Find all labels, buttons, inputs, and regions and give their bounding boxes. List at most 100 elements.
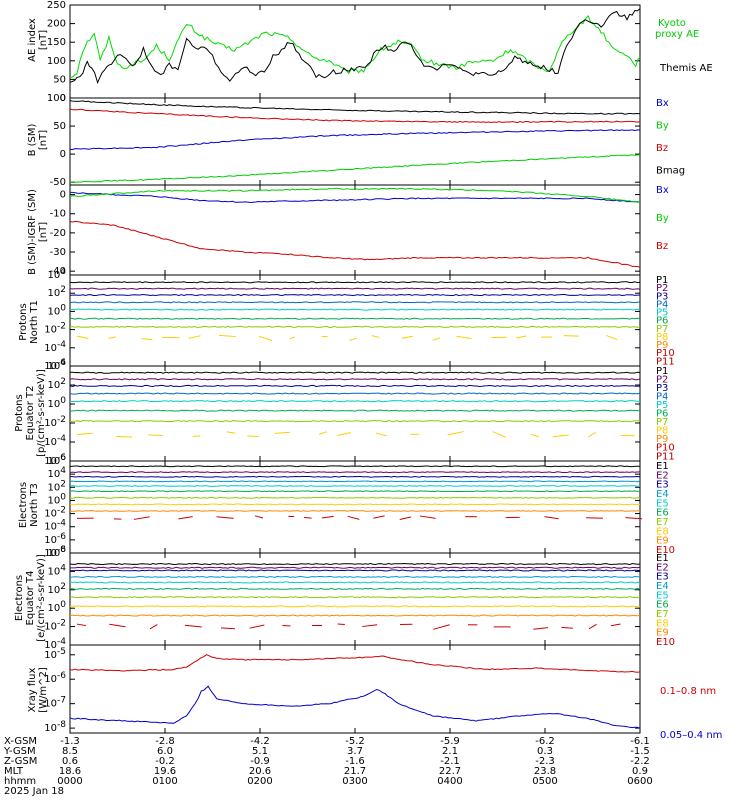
- ytick-label: 106: [48, 453, 67, 467]
- series-line-p7: [69, 325, 641, 328]
- series-segment-e10: [149, 624, 158, 630]
- ytick-label: 104: [48, 563, 67, 577]
- legend-p2: P2: [656, 375, 668, 386]
- row-label-mlt: MLT: [4, 766, 24, 777]
- ytick-label: 10-2: [44, 415, 66, 429]
- legend-p1: P1: [656, 366, 668, 377]
- panel-frame-1: [69, 97, 641, 186]
- ytick-label: 100: [47, 93, 66, 104]
- series-segment-e10: [625, 517, 643, 520]
- panel-5: 10610410210010-210-410-610-8E1E2E3E4E5E6…: [44, 453, 675, 559]
- ytick-label: 0: [60, 190, 66, 201]
- legend-p8: P8: [656, 426, 668, 437]
- series-segment-e10: [133, 516, 150, 520]
- x-axis-value: 0600: [627, 776, 652, 787]
- ytick-label: 50: [53, 121, 66, 132]
- series-segment-p8: [188, 335, 201, 340]
- legend-e2: E2: [656, 470, 669, 481]
- series-segment-e10: [419, 515, 436, 519]
- legend-p7: P7: [656, 417, 668, 428]
- series-segment-e10: [109, 623, 126, 628]
- series-segment-e10: [178, 516, 193, 520]
- series-line-kyoto-proxy-ae: [69, 14, 641, 79]
- legend-e2: E2: [656, 562, 669, 573]
- series-segment-p8: [108, 336, 116, 339]
- x-axis-value: -2.8: [155, 736, 175, 747]
- series-segment-e10: [588, 623, 597, 630]
- legend-p6: P6: [656, 409, 668, 420]
- series-segment-e10: [76, 623, 86, 627]
- x-axis-value: -5.9: [440, 736, 460, 747]
- series-segment-e10: [347, 515, 360, 520]
- series-line-e2: [70, 566, 641, 569]
- series-segment-p8: [588, 431, 597, 438]
- ytick-label: 100: [47, 56, 66, 67]
- legend-e4: E4: [656, 581, 669, 592]
- series-line-by: [69, 154, 641, 183]
- series-line-bz: [69, 220, 641, 268]
- series-line-bx: [70, 191, 641, 204]
- series-segment-p8: [76, 432, 93, 436]
- legend-p4: P4: [656, 392, 668, 403]
- series-line-bz: [69, 108, 641, 124]
- ytick-label: 10-2: [44, 619, 66, 633]
- ytick-label: -10: [50, 209, 66, 220]
- row-label-date: 2025 Jan 18: [4, 786, 64, 797]
- ae-ylabel-2: [nT]: [38, 30, 49, 50]
- legend-p9: P9: [656, 434, 668, 445]
- series-line-e4: [69, 480, 641, 483]
- panel-6: 10610410210010-210-4E1E2E3E4E5E6E7E8E9E1…: [44, 545, 675, 651]
- series-line-p6: [69, 317, 641, 320]
- legend-e7: E7: [656, 609, 669, 620]
- x-axis-value: 3.7: [347, 746, 363, 757]
- bsm-ylabel-2: [nT]: [38, 130, 49, 150]
- ytick-label: 250: [47, 0, 66, 11]
- legend-e1: E1: [656, 553, 669, 564]
- series-segment-p8: [530, 433, 540, 438]
- x-axis-value: -5.2: [345, 736, 365, 747]
- series-line-e3: [69, 475, 641, 478]
- series-segment-p8: [606, 334, 618, 341]
- legend-p10: P10: [656, 443, 675, 454]
- legend-e1: E1: [656, 461, 669, 472]
- pe-ylabel-2: Equator T2: [25, 386, 36, 441]
- series-segment-p8: [247, 435, 259, 437]
- series-segment-e10: [254, 515, 264, 519]
- row-label-zgsm: Z-GSM: [4, 756, 37, 767]
- legend-e7: E7: [656, 517, 669, 528]
- series-segment-e10: [303, 516, 312, 519]
- series-line-e8: [69, 605, 641, 608]
- series-segment-e10: [544, 516, 559, 520]
- ytick-label: 102: [48, 582, 66, 596]
- legend-p3: P3: [656, 383, 668, 394]
- series-line-by: [69, 187, 640, 203]
- panel-1: -50 0 50 100 Bx By Bz Bmag: [47, 93, 685, 188]
- ytick-label: 10-5: [44, 647, 66, 661]
- ytick-label: 10-2: [44, 322, 66, 336]
- ytick-label: 150: [47, 37, 66, 48]
- series-segment-e10: [433, 624, 450, 630]
- series-segment-e10: [362, 624, 378, 628]
- legend-e6: E6: [656, 600, 669, 611]
- legend-e8: E8: [656, 618, 669, 629]
- legend-p8: P8: [656, 332, 668, 343]
- x-axis-value: 20.6: [249, 766, 271, 777]
- xray-legend-long: 0.1–0.8 nm: [660, 686, 716, 697]
- ae-legend-kyoto-1: Kyoto: [658, 18, 686, 29]
- pe-ylabel-3: [p/(cm²-s-sr-keV)]: [36, 369, 47, 457]
- series-line-p3: [69, 293, 640, 297]
- x-axis-value: 0100: [152, 776, 177, 787]
- x-axis-value: -0.2: [155, 756, 175, 767]
- ytick-label: 10-2: [44, 506, 66, 520]
- x-axis-value: 0400: [437, 776, 462, 787]
- ytick-label: -50: [50, 177, 66, 188]
- legend-e4: E4: [656, 489, 669, 500]
- series-segment-e10: [610, 623, 621, 627]
- legend-bx: Bx: [656, 185, 669, 196]
- series-segment-e10: [399, 516, 411, 520]
- series-segment-e10: [561, 626, 573, 629]
- special-legends: Kyoto proxy AE Themis AE 0.1–0.8 nm 0.05…: [655, 18, 722, 741]
- row-label-ygsm: Y-GSM: [3, 746, 36, 757]
- x-axis-value: 0300: [342, 776, 367, 787]
